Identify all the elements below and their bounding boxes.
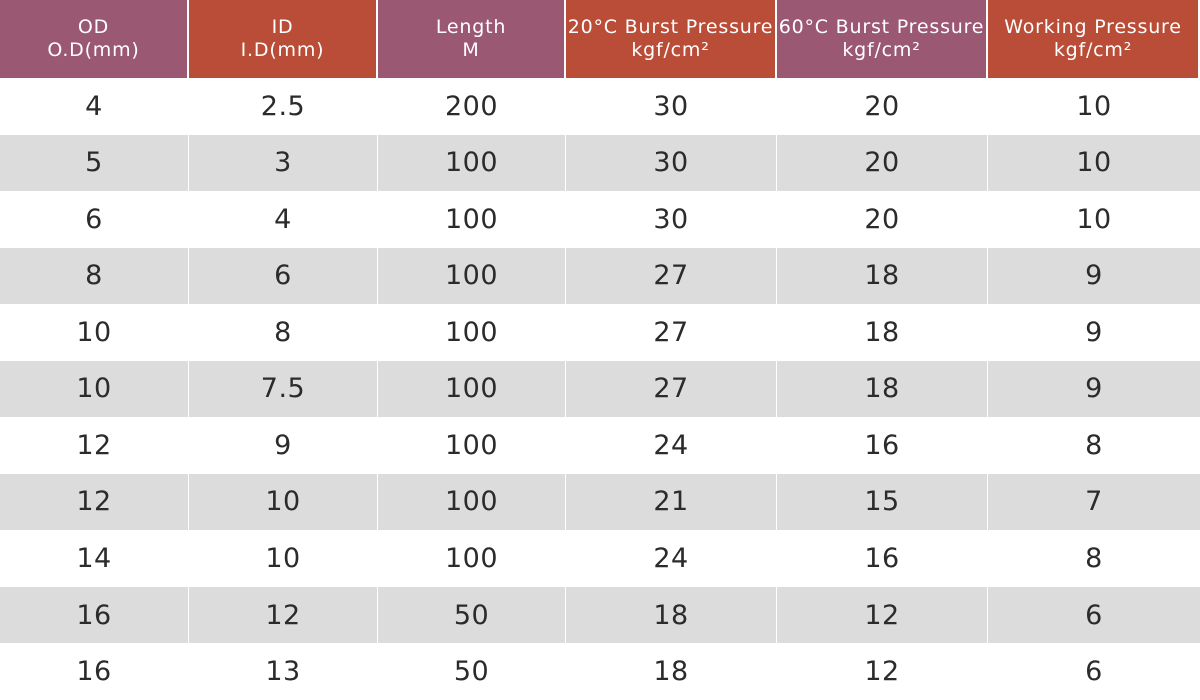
header-length: Length M (378, 0, 566, 78)
cell-length: 100 (378, 247, 566, 305)
cell-burst-60c: 18 (777, 304, 988, 361)
cell-working-pressure: 9 (988, 247, 1200, 305)
cell-working-pressure: 6 (988, 643, 1200, 700)
header-length-title: Length (435, 16, 507, 38)
cell-od: 14 (0, 530, 189, 587)
header-burst-20c: 20°C Burst Pressure kgf/cm² (566, 0, 777, 78)
cell-length: 200 (378, 78, 566, 135)
header-working-pressure-unit: kgf/cm² (1053, 39, 1133, 61)
cell-id: 6 (189, 247, 378, 305)
cell-id: 13 (189, 643, 378, 700)
cell-burst-20c: 27 (566, 247, 777, 305)
cell-burst-20c: 30 (566, 78, 777, 135)
cell-working-pressure: 8 (988, 417, 1200, 474)
cell-od: 6 (0, 191, 189, 248)
cell-id: 3 (189, 134, 378, 192)
cell-id: 10 (189, 473, 378, 531)
cell-id: 10 (189, 530, 378, 587)
cell-id: 12 (189, 586, 378, 644)
cell-id: 9 (189, 417, 378, 474)
cell-od: 10 (0, 304, 189, 361)
cell-id: 8 (189, 304, 378, 361)
header-burst-20c-unit: kgf/cm² (631, 39, 710, 61)
cell-length: 100 (378, 417, 566, 474)
cell-working-pressure: 10 (988, 134, 1200, 192)
cell-working-pressure: 10 (988, 191, 1200, 248)
cell-length: 100 (378, 191, 566, 248)
cell-od: 10 (0, 360, 189, 418)
cell-burst-60c: 20 (777, 134, 988, 192)
cell-length: 100 (378, 304, 566, 361)
cell-burst-60c: 12 (777, 643, 988, 700)
cell-burst-60c: 16 (777, 530, 988, 587)
cell-burst-60c: 18 (777, 247, 988, 305)
cell-od: 5 (0, 134, 189, 192)
cell-length: 100 (378, 134, 566, 192)
cell-id: 2.5 (189, 78, 378, 135)
cell-burst-20c: 18 (566, 643, 777, 700)
cell-od: 12 (0, 417, 189, 474)
header-od: OD O.D(mm) (0, 0, 189, 78)
cell-id: 7.5 (189, 360, 378, 418)
cell-working-pressure: 6 (988, 586, 1200, 644)
cell-burst-20c: 27 (566, 304, 777, 361)
cell-length: 100 (378, 530, 566, 587)
header-od-unit: O.D(mm) (47, 39, 140, 61)
cell-length: 50 (378, 586, 566, 644)
cell-burst-60c: 12 (777, 586, 988, 644)
cell-length: 100 (378, 360, 566, 418)
cell-length: 50 (378, 643, 566, 700)
header-id: ID I.D(mm) (189, 0, 378, 78)
cell-burst-20c: 18 (566, 586, 777, 644)
header-working-pressure-title: Working Pressure (1004, 16, 1182, 38)
cell-burst-60c: 15 (777, 473, 988, 531)
cell-id: 4 (189, 191, 378, 248)
cell-burst-20c: 30 (566, 191, 777, 248)
header-burst-60c-title: 60°C Burst Pressure (778, 16, 985, 38)
cell-length: 100 (378, 473, 566, 531)
header-id-title: ID (271, 16, 294, 38)
cell-working-pressure: 9 (988, 304, 1200, 361)
cell-burst-20c: 21 (566, 473, 777, 531)
cell-burst-20c: 24 (566, 530, 777, 587)
cell-od: 4 (0, 78, 189, 135)
cell-od: 16 (0, 586, 189, 644)
cell-working-pressure: 10 (988, 78, 1200, 135)
cell-working-pressure: 9 (988, 360, 1200, 418)
cell-od: 12 (0, 473, 189, 531)
header-burst-20c-title: 20°C Burst Pressure (567, 16, 774, 38)
cell-working-pressure: 8 (988, 530, 1200, 587)
cell-burst-20c: 24 (566, 417, 777, 474)
cell-burst-60c: 18 (777, 360, 988, 418)
header-working-pressure: Working Pressure kgf/cm² (988, 0, 1200, 78)
cell-burst-20c: 30 (566, 134, 777, 192)
cell-od: 16 (0, 643, 189, 700)
cell-working-pressure: 7 (988, 473, 1200, 531)
header-id-unit: I.D(mm) (240, 39, 325, 61)
header-burst-60c: 60°C Burst Pressure kgf/cm² (777, 0, 988, 78)
cell-od: 8 (0, 247, 189, 305)
cell-burst-20c: 27 (566, 360, 777, 418)
cell-burst-60c: 20 (777, 78, 988, 135)
header-burst-60c-unit: kgf/cm² (842, 39, 921, 61)
header-length-unit: M (462, 39, 480, 61)
cell-burst-60c: 20 (777, 191, 988, 248)
cell-burst-60c: 16 (777, 417, 988, 474)
header-od-title: OD (77, 16, 110, 38)
